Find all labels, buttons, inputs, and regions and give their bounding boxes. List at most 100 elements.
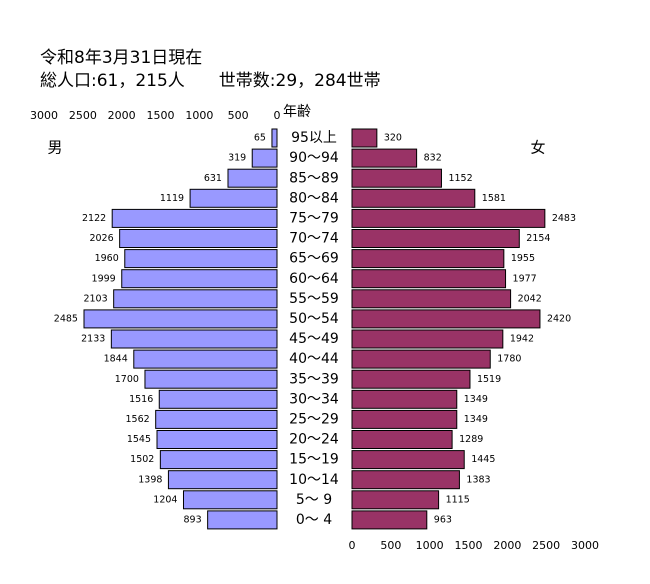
value-label: 1562 (125, 414, 149, 425)
bar (251, 148, 278, 168)
category-label: 35～39 (289, 371, 339, 387)
bar (156, 430, 278, 449)
bar (111, 208, 278, 228)
bar (351, 269, 507, 289)
bar (351, 329, 504, 349)
bar (167, 470, 278, 490)
value-label: 1502 (130, 454, 154, 465)
x-tick-label: 500 (380, 539, 401, 552)
category-label: 45～49 (289, 331, 339, 347)
category-label: 5～ 9 (296, 492, 332, 508)
bar (227, 168, 278, 188)
category-label: 10～14 (289, 472, 339, 488)
value-label: 1516 (129, 394, 153, 405)
x-tick-label: 0 (349, 539, 356, 552)
bar (83, 309, 278, 329)
value-label: 1960 (95, 253, 119, 264)
value-label: 320 (384, 133, 402, 144)
value-label: 2042 (518, 293, 542, 304)
category-label: 50～54 (289, 311, 339, 327)
value-label: 1115 (446, 494, 470, 505)
category-label: 70～74 (289, 231, 339, 247)
value-label: 631 (204, 173, 222, 184)
x-tick-label: 1500 (455, 539, 483, 552)
x-tick-label: 3000 (571, 539, 599, 552)
value-label: 893 (184, 514, 202, 525)
x-tick-label: 1500 (147, 109, 175, 122)
bar (351, 510, 428, 530)
x-tick-label: 1000 (416, 539, 444, 552)
chart-title: 令和8年3月31日現在 (40, 48, 202, 68)
value-label: 2154 (526, 233, 550, 244)
bar (351, 369, 471, 389)
value-label: 1445 (471, 454, 495, 465)
value-label: 1545 (127, 434, 151, 445)
category-label: 95以上 (291, 130, 337, 146)
value-label: 1204 (153, 494, 177, 505)
x-tick-label: 3000 (30, 109, 58, 122)
bar (158, 389, 278, 409)
value-label: 1955 (511, 253, 535, 264)
bar (124, 249, 278, 269)
bar (133, 349, 278, 369)
x-tick-label: 0 (274, 109, 281, 122)
value-label: 2483 (552, 213, 576, 224)
bar (189, 188, 278, 208)
bar (351, 188, 476, 208)
category-label: 0～ 4 (296, 512, 332, 528)
value-label: 1844 (104, 354, 128, 365)
bar (351, 208, 546, 228)
bar (159, 450, 278, 470)
bar (351, 148, 418, 168)
x-tick-label: 2500 (69, 109, 97, 122)
value-label: 963 (434, 514, 452, 525)
bar (110, 329, 278, 349)
bar (121, 269, 278, 289)
bar (351, 490, 440, 510)
legend-label: 女 (530, 139, 545, 157)
value-label: 2103 (83, 293, 107, 304)
bar (271, 128, 278, 148)
x-tick-label: 1000 (185, 109, 213, 122)
category-label: 60～64 (289, 271, 339, 287)
bar (144, 369, 278, 389)
value-label: 1119 (160, 193, 184, 204)
value-label: 1780 (497, 354, 521, 365)
value-label: 1383 (466, 474, 490, 485)
value-label: 2122 (82, 213, 106, 224)
value-label: 1398 (138, 474, 162, 485)
x-tick-label: 2500 (532, 539, 560, 552)
legend-label: 男 (47, 139, 62, 157)
category-label: 90～94 (289, 150, 339, 166)
bar (351, 389, 458, 409)
bar (351, 470, 460, 490)
category-label: 30～34 (289, 391, 339, 407)
category-label: 20～24 (289, 432, 339, 448)
value-label: 65 (254, 133, 266, 144)
bar (113, 289, 278, 309)
bar (182, 490, 278, 510)
category-label: 85～89 (289, 170, 339, 186)
value-label: 319 (228, 153, 246, 164)
bar (351, 229, 520, 248)
value-label: 2420 (547, 313, 571, 324)
value-label: 2026 (89, 233, 113, 244)
x-tick-label: 2000 (493, 539, 521, 552)
value-label: 2133 (81, 334, 105, 345)
value-label: 1349 (464, 394, 488, 405)
chart-subtitle: 総人口:61，215人 世帯数:29，284世帯 (40, 71, 381, 91)
category-label: 55～59 (289, 291, 339, 307)
value-label: 1519 (477, 374, 501, 385)
value-label: 1999 (92, 273, 116, 284)
value-label: 832 (424, 153, 442, 164)
bar (351, 349, 491, 369)
value-label: 1700 (115, 374, 139, 385)
category-label: 25～29 (289, 411, 339, 427)
category-label: 40～44 (289, 351, 339, 367)
value-label: 1977 (513, 273, 537, 284)
bar (119, 229, 278, 248)
axis-title: 年齢 (283, 104, 311, 120)
bar (155, 409, 278, 429)
bar (351, 309, 541, 329)
